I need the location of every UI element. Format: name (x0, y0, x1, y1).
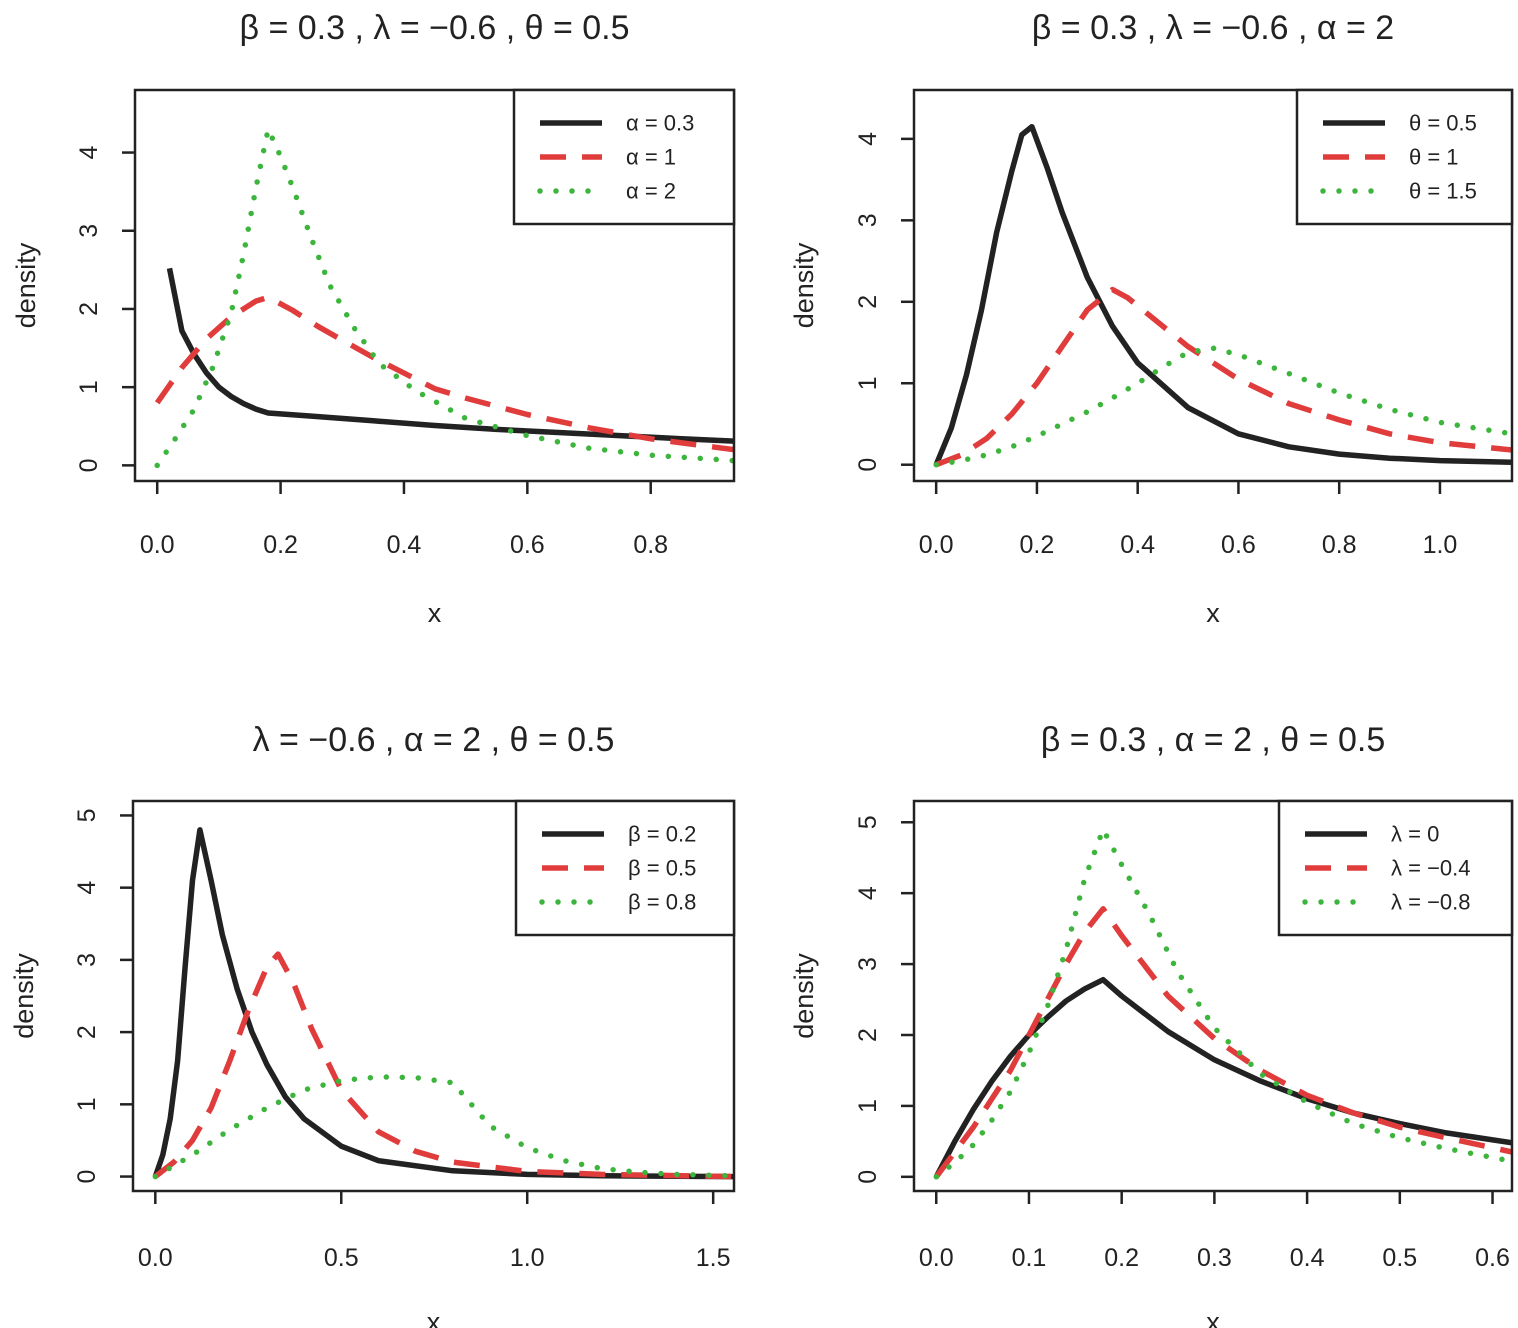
legend-label-3: θ = 1.5 (1409, 179, 1477, 204)
x-axis-label: x (427, 1307, 441, 1328)
y-axis-label: density (11, 242, 41, 328)
series-line-3 (933, 345, 1512, 468)
legend: θ = 0.5 θ = 1 θ = 1.5 (1295, 88, 1514, 226)
legend-label-2: β = 0.5 (628, 856, 696, 881)
y-axis-label: density (9, 953, 39, 1039)
panel-3: λ = −0.6 , α = 2 , θ = 0.5 0.0 0.5 1.0 1.5 x 0… (9, 721, 736, 1328)
series-line-1 (152, 827, 734, 1180)
x-tick-label: 0.2 (1020, 531, 1055, 559)
x-tick-label: 0.2 (1104, 1244, 1139, 1272)
legend-label-1: β = 0.2 (628, 822, 696, 847)
legend-label-2: α = 1 (626, 145, 676, 170)
x-tick-label: 0.5 (1382, 1244, 1417, 1272)
y-tick-label: 1 (75, 380, 103, 394)
x-tick-label: 0.4 (1290, 1244, 1325, 1272)
x-axis-label: x (1206, 598, 1220, 628)
series-group (154, 126, 734, 469)
series-line-1 (933, 976, 1512, 1179)
x-tick-label: 1.0 (510, 1244, 545, 1272)
y-tick-label: 1 (854, 376, 882, 390)
x-tick-label: 0.4 (387, 531, 422, 559)
x-tick-label: 1.0 (1423, 531, 1458, 559)
y-tick-label: 1 (73, 1097, 101, 1111)
series-line-1 (166, 267, 734, 444)
y-tick-label: 2 (73, 1025, 101, 1039)
y-tick-label: 4 (854, 886, 882, 900)
legend-label-2: λ = −0.4 (1391, 856, 1471, 881)
x-tick-label: 0.6 (510, 531, 545, 559)
y-tick-label: 3 (854, 213, 882, 227)
plot-frame (912, 799, 1514, 1193)
x-tick-label: 0.4 (1120, 531, 1155, 559)
y-tick-label: 3 (854, 957, 882, 971)
y-tick-label: 4 (73, 881, 101, 895)
plot-frame (133, 88, 736, 483)
y-tick-label: 0 (854, 1170, 882, 1184)
series-group (152, 827, 734, 1180)
x-tick-label: 0.6 (1475, 1244, 1510, 1272)
legend-label-3: β = 0.8 (628, 890, 696, 915)
y-tick-label: 2 (854, 1028, 882, 1042)
x-tick-label: 0.2 (263, 531, 298, 559)
y-axis-label: density (789, 953, 819, 1039)
series-line-2 (154, 294, 734, 453)
panel-1: β = 0.3 , λ = −0.6 , θ = 0.5 0.0 0.2 0.4 0.6… (11, 9, 736, 628)
legend-label-1: λ = 0 (1391, 822, 1439, 847)
y-tick-label: 5 (73, 808, 101, 822)
plot-frame (131, 799, 736, 1193)
y-tick-label: 0 (75, 458, 103, 472)
chart-title: λ = −0.6 , α = 2 , θ = 0.5 (253, 721, 615, 759)
x-tick-label: 0.8 (633, 531, 668, 559)
panel-2: β = 0.3 , λ = −0.6 , α = 2 0.0 0.2 0.4 0.6 0.… (789, 9, 1514, 628)
x-tick-label: 0.8 (1322, 531, 1357, 559)
chart-title: β = 0.3 , α = 2 , θ = 0.5 (1041, 721, 1385, 759)
x-tick-label: 0.5 (324, 1244, 359, 1272)
series-line-2 (935, 286, 1512, 468)
y-tick-label: 2 (854, 295, 882, 309)
x-tick-label: 0.3 (1197, 1244, 1232, 1272)
y-tick-label: 1 (854, 1099, 882, 1113)
legend: λ = 0 λ = −0.4 λ = −0.8 (1277, 799, 1514, 937)
legend-label-2: θ = 1 (1409, 145, 1459, 170)
y-tick-label: 4 (75, 146, 103, 160)
panel-4: β = 0.3 , α = 2 , θ = 0.5 0.0 0.1 0.2 0.3 0.4… (789, 721, 1514, 1328)
x-tick-label: 0.0 (919, 1244, 954, 1272)
series-line-3 (933, 826, 1512, 1180)
y-tick-label: 4 (854, 132, 882, 146)
y-tick-label: 5 (854, 815, 882, 829)
x-tick-label: 0.1 (1012, 1244, 1047, 1272)
x-axis-label: x (428, 598, 442, 628)
series-line-2 (153, 951, 734, 1180)
series-line-3 (152, 1074, 734, 1180)
series-group (933, 123, 1512, 468)
plot-frame (912, 88, 1514, 483)
legend-label-3: α = 2 (626, 179, 676, 204)
legend-label-1: θ = 0.5 (1409, 111, 1477, 136)
legend: α = 0.3 α = 1 α = 2 (512, 88, 736, 226)
chart-title: β = 0.3 , λ = −0.6 , θ = 0.5 (239, 9, 629, 47)
y-tick-label: 3 (75, 224, 103, 238)
legend-label-3: λ = −0.8 (1391, 890, 1471, 915)
series-line-1 (933, 123, 1512, 466)
y-tick-label: 3 (73, 953, 101, 967)
x-axis-label: x (1206, 1307, 1220, 1328)
x-tick-label: 0.6 (1221, 531, 1256, 559)
x-tick-label: 0.0 (138, 1244, 173, 1272)
legend-label-1: α = 0.3 (626, 111, 694, 136)
y-tick-label: 0 (854, 458, 882, 472)
y-axis-label: density (789, 242, 819, 328)
series-line-2 (934, 906, 1512, 1179)
x-tick-label: 0.0 (919, 531, 954, 559)
chart-title: β = 0.3 , λ = −0.6 , α = 2 (1032, 9, 1394, 47)
x-tick-label: 0.0 (140, 531, 175, 559)
x-tick-label: 1.5 (696, 1244, 731, 1272)
legend: β = 0.2 β = 0.5 β = 0.8 (514, 799, 736, 937)
series-group (933, 826, 1512, 1180)
y-tick-label: 2 (75, 302, 103, 316)
y-tick-label: 0 (73, 1170, 101, 1184)
